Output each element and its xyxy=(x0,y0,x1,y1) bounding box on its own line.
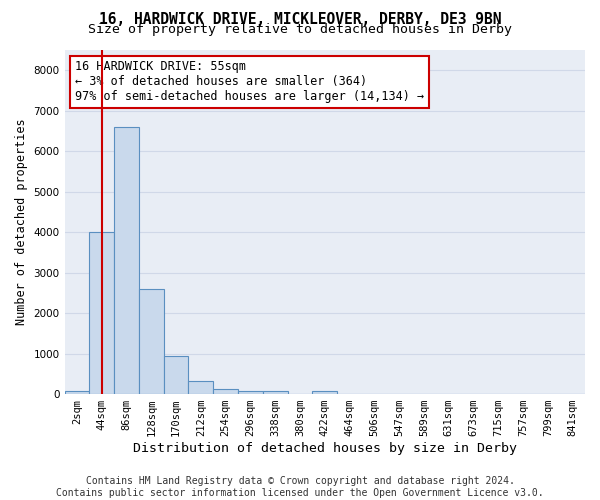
Bar xyxy=(139,289,164,394)
Y-axis label: Number of detached properties: Number of detached properties xyxy=(15,118,28,326)
Bar xyxy=(263,391,287,394)
Bar xyxy=(313,391,337,394)
Bar xyxy=(89,232,114,394)
Bar xyxy=(238,391,263,394)
Text: Size of property relative to detached houses in Derby: Size of property relative to detached ho… xyxy=(88,22,512,36)
Bar xyxy=(114,127,139,394)
X-axis label: Distribution of detached houses by size in Derby: Distribution of detached houses by size … xyxy=(133,442,517,455)
Text: 16 HARDWICK DRIVE: 55sqm
← 3% of detached houses are smaller (364)
97% of semi-d: 16 HARDWICK DRIVE: 55sqm ← 3% of detache… xyxy=(75,60,424,104)
Text: 16, HARDWICK DRIVE, MICKLEOVER, DERBY, DE3 9BN: 16, HARDWICK DRIVE, MICKLEOVER, DERBY, D… xyxy=(99,12,501,28)
Bar xyxy=(188,381,213,394)
Bar xyxy=(65,391,89,394)
Bar xyxy=(213,389,238,394)
Bar xyxy=(164,356,188,394)
Text: Contains HM Land Registry data © Crown copyright and database right 2024.
Contai: Contains HM Land Registry data © Crown c… xyxy=(56,476,544,498)
